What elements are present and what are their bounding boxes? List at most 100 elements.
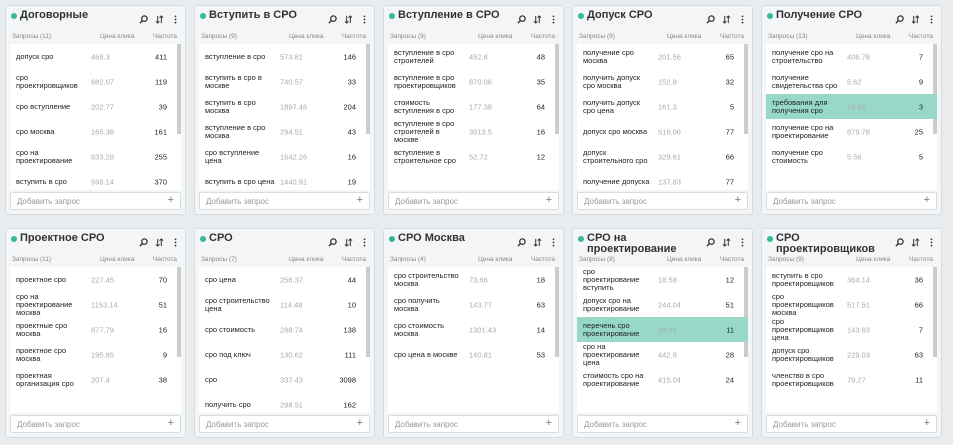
query-row[interactable]: сро вступление 202.77 39 [10, 94, 181, 119]
add-query-button[interactable]: + [356, 417, 363, 429]
menu-icon[interactable] [171, 11, 180, 29]
query-row[interactable]: проектное сро москва 195.85 9 [10, 342, 181, 367]
sort-icon[interactable] [911, 11, 920, 29]
query-row[interactable]: сро строительство москва 73.66 18 [388, 267, 559, 292]
sort-icon[interactable] [344, 234, 353, 252]
query-row[interactable]: членство в сро проектировщиков 79.27 11 [766, 367, 937, 392]
query-row[interactable]: проектные сро москва 877.79 16 [10, 317, 181, 342]
add-query-input[interactable]: Добавить запрос + [10, 415, 181, 433]
menu-icon[interactable] [738, 11, 747, 29]
query-row[interactable]: вступление в сро проектировщиков 870.06 35 [388, 69, 559, 94]
search-icon[interactable] [328, 234, 337, 252]
query-row[interactable]: сро вступление цена 1642.26 16 [199, 144, 370, 169]
query-row[interactable]: сро строительство цена 114.48 10 [199, 292, 370, 317]
add-query-input[interactable]: Добавить запрос + [388, 415, 559, 433]
query-row[interactable]: получить допуск сро цена 161.3 5 [577, 94, 748, 119]
add-query-button[interactable]: + [167, 417, 174, 429]
sort-icon[interactable] [533, 11, 542, 29]
query-row[interactable]: получение сро стоимость 5.56 5 [766, 144, 937, 169]
sort-icon[interactable] [722, 234, 731, 252]
add-query-button[interactable]: + [356, 194, 363, 206]
menu-icon[interactable] [360, 11, 369, 29]
query-row[interactable]: сро под ключ 130.62 111 [199, 342, 370, 367]
add-query-input[interactable]: Добавить запрос + [10, 192, 181, 210]
query-row[interactable]: сро получить москва 143.77 63 [388, 292, 559, 317]
search-icon[interactable] [706, 234, 715, 252]
query-row[interactable]: вступление в сро строителей в москве 3913… [388, 119, 559, 144]
query-row[interactable]: сро стоимость 288.74 138 [199, 317, 370, 342]
query-row[interactable]: сро проектировщиков москва 517.51 66 [766, 292, 937, 317]
query-row[interactable]: сро 337.43 3098 [199, 367, 370, 392]
query-row[interactable]: вступление в сро строителей 452.8 48 [388, 44, 559, 69]
search-icon[interactable] [895, 234, 904, 252]
query-row[interactable]: вступить в сро проектировщиков 364.14 36 [766, 267, 937, 292]
query-row[interactable]: сро проектировщиков цена 143.63 7 [766, 317, 937, 342]
menu-icon[interactable] [927, 11, 936, 29]
menu-icon[interactable] [549, 234, 558, 252]
query-row[interactable]: сро москва 165.38 161 [10, 119, 181, 144]
query-row[interactable]: стоимость сро на проектирование 415.04 24 [577, 367, 748, 392]
query-row[interactable]: сро на проектирование цена 442.9 28 [577, 342, 748, 367]
query-row[interactable]: проектное сро 227.45 70 [10, 267, 181, 292]
menu-icon[interactable] [927, 234, 936, 252]
query-row[interactable]: допуск сро проектировщиков 229.03 63 [766, 342, 937, 367]
menu-icon[interactable] [549, 11, 558, 29]
query-row[interactable]: вступить в сро цена 1440.91 19 [199, 169, 370, 190]
sort-icon[interactable] [533, 234, 542, 252]
add-query-button[interactable]: + [545, 194, 552, 206]
query-row[interactable]: допуск сро 469.3 411 [10, 44, 181, 69]
sort-icon[interactable] [155, 11, 164, 29]
search-icon[interactable] [706, 11, 715, 29]
sort-icon[interactable] [722, 11, 731, 29]
query-row[interactable]: получение допуска 137.83 77 [577, 169, 748, 190]
add-query-input[interactable]: Добавить запрос + [199, 192, 370, 210]
query-row[interactable]: допуск сро москва 516.06 77 [577, 119, 748, 144]
query-row[interactable]: получение сро на проектирование 879.78 25 [766, 119, 937, 144]
query-row[interactable]: получить сро 298.51 162 [199, 392, 370, 413]
add-query-button[interactable]: + [545, 417, 552, 429]
sort-icon[interactable] [344, 11, 353, 29]
query-row[interactable]: вступление в сро москва 294.51 43 [199, 119, 370, 144]
add-query-button[interactable]: + [734, 194, 741, 206]
search-icon[interactable] [328, 11, 337, 29]
add-query-input[interactable]: Добавить запрос + [766, 415, 937, 433]
search-icon[interactable] [517, 11, 526, 29]
query-row[interactable]: получение свидетельства сро 5.62 9 [766, 69, 937, 94]
query-row[interactable]: получить допуск сро москва 152.8 32 [577, 69, 748, 94]
add-query-input[interactable]: Добавить запрос + [388, 192, 559, 210]
add-query-button[interactable]: + [923, 417, 930, 429]
add-query-button[interactable]: + [167, 194, 174, 206]
query-row[interactable]: сро на проектирование 833.28 255 [10, 144, 181, 169]
add-query-button[interactable]: + [734, 417, 741, 429]
query-row[interactable]: вступление в сро 573.81 146 [199, 44, 370, 69]
add-query-input[interactable]: Добавить запрос + [577, 192, 748, 210]
search-icon[interactable] [139, 11, 148, 29]
query-row[interactable]: сро проектирование вступить 18.58 12 [577, 267, 748, 292]
sort-icon[interactable] [155, 234, 164, 252]
query-row[interactable]: стоимость вступления в сро 177.38 64 [388, 94, 559, 119]
add-query-input[interactable]: Добавить запрос + [199, 415, 370, 433]
query-row[interactable]: сро цена 256.37 44 [199, 267, 370, 292]
query-row[interactable]: вступить в сро в москве 740.57 33 [199, 69, 370, 94]
menu-icon[interactable] [171, 234, 180, 252]
query-row[interactable]: сро на проектирование москва 1153.14 51 [10, 292, 181, 317]
add-query-input[interactable]: Добавить запрос + [577, 415, 748, 433]
query-row[interactable]: требования для получения сро 25.68 3 [766, 94, 937, 119]
query-row[interactable]: сро проектировщиков 682.07 119 [10, 69, 181, 94]
query-row[interactable]: получение сро на строительство 406.78 7 [766, 44, 937, 69]
query-row[interactable]: перечень сро проектирование 29.91 11 [577, 317, 748, 342]
query-row[interactable]: проектная организация сро 207.4 38 [10, 367, 181, 392]
query-row[interactable]: вступление в строительное сро 52.72 12 [388, 144, 559, 169]
query-row[interactable]: вступить в сро москва 1897.46 204 [199, 94, 370, 119]
add-query-button[interactable]: + [923, 194, 930, 206]
search-icon[interactable] [139, 234, 148, 252]
sort-icon[interactable] [911, 234, 920, 252]
query-row[interactable]: допуск строительного сро 329.61 66 [577, 144, 748, 169]
query-row[interactable]: допуск сро на проектирование 244.04 51 [577, 292, 748, 317]
add-query-input[interactable]: Добавить запрос + [766, 192, 937, 210]
search-icon[interactable] [517, 234, 526, 252]
query-row[interactable]: сро цена в москве 140.81 53 [388, 342, 559, 367]
query-row[interactable]: получение сро москва 201.56 65 [577, 44, 748, 69]
query-row[interactable]: сро стоимость москва 1301.43 14 [388, 317, 559, 342]
menu-icon[interactable] [360, 234, 369, 252]
